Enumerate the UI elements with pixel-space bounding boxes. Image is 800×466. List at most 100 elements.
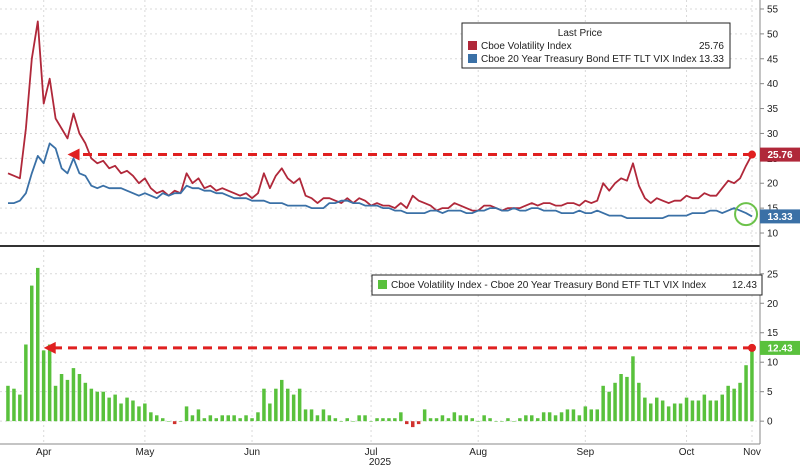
spread-bar — [345, 418, 349, 422]
series-line-vix — [7, 20, 753, 212]
spread-bar — [541, 412, 546, 422]
spread-bar — [65, 379, 70, 422]
spread-bar — [184, 406, 189, 422]
x-axis: Apr May Jun Jul Aug Sep Oct Nov 2025 — [0, 443, 761, 466]
spread-bar — [297, 388, 302, 422]
spread-bar — [452, 412, 457, 422]
spread-bar — [214, 418, 218, 422]
spread-bar — [428, 418, 433, 422]
spread-bar — [333, 418, 338, 422]
spread-bar — [71, 368, 76, 422]
spread-bar — [637, 382, 641, 422]
spread-bar — [41, 350, 46, 422]
spread-bar — [750, 347, 754, 422]
spread-bar — [250, 418, 254, 422]
legend-label-tyvix: Cboe 20 Year Treasury Bond ETF TLT VIX I… — [481, 54, 697, 65]
spread-bar — [143, 403, 147, 422]
spread-bar — [303, 409, 308, 422]
spread-bar — [416, 421, 421, 425]
spread-bar — [53, 385, 58, 422]
spread-bar — [655, 397, 659, 422]
spread-bar — [696, 400, 701, 422]
spread-bar — [155, 415, 159, 422]
spread-bar — [405, 421, 409, 425]
spread-bar — [113, 394, 117, 422]
spread-bar — [530, 415, 534, 422]
spread-bar — [339, 421, 343, 422]
top-y-tick-label: 45 — [767, 54, 779, 65]
spread-bar — [631, 356, 635, 422]
spread-bar — [506, 418, 510, 422]
spread-bar — [327, 415, 332, 422]
spread-bar — [309, 409, 314, 422]
spread-bar — [672, 403, 677, 422]
top-y-tick-label: 55 — [767, 4, 779, 15]
spread-bar — [178, 421, 183, 422]
spread-bar — [577, 415, 582, 422]
spread-bar — [422, 409, 427, 422]
top-y-tick-label: 50 — [767, 29, 779, 40]
x-tick-label: Apr — [36, 447, 52, 458]
top-panel-lines — [7, 20, 753, 219]
spread-bar — [131, 400, 135, 422]
spread-bar — [381, 418, 385, 422]
top-panel-gridlines — [0, 0, 760, 444]
spread-bar — [500, 421, 504, 422]
spread-bar — [89, 388, 94, 422]
spread-bar — [547, 412, 552, 422]
spread-bar — [268, 403, 272, 422]
last-value-tag-vix: 25.76 — [760, 147, 800, 162]
highlight-circle — [734, 202, 759, 227]
spread-bar — [274, 388, 278, 422]
spread-bar — [744, 365, 748, 422]
top-y-tick-label: 10 — [767, 229, 779, 240]
spread-bar — [125, 397, 129, 422]
x-tick-label: Aug — [469, 447, 487, 458]
spread-bar — [208, 415, 213, 422]
spread-bar — [238, 418, 242, 422]
top-y-tick-label: 40 — [767, 79, 779, 90]
spread-bar — [291, 394, 296, 422]
spread-bar — [571, 409, 576, 422]
spread-bar — [202, 418, 207, 422]
bottom-y-tick-label: 15 — [767, 328, 779, 339]
spread-bar — [24, 344, 28, 422]
spread-bar — [738, 382, 742, 422]
spread-bar — [666, 406, 671, 422]
bottom-y-tick-label: 0 — [767, 417, 773, 428]
spread-bar — [553, 415, 558, 422]
spread-bar — [172, 421, 177, 425]
spread-bar — [726, 385, 730, 422]
spread-bar — [458, 415, 463, 422]
spread-bar — [702, 394, 707, 422]
x-tick-label: Oct — [679, 447, 695, 458]
bottom-arrow-arrowhead — [43, 341, 56, 354]
spread-bar — [476, 421, 480, 422]
legend-swatch-spread — [378, 280, 387, 289]
legend-value-spread: 12.43 — [732, 280, 757, 291]
spread-bar — [369, 421, 373, 422]
spread-bar — [321, 409, 326, 422]
spread-bar — [583, 406, 588, 422]
spread-bar — [363, 415, 367, 422]
spread-bar — [196, 409, 201, 422]
spread-bar — [256, 412, 260, 422]
top-arrow-dot — [748, 150, 756, 159]
spread-bar — [351, 421, 355, 422]
spread-bar — [678, 403, 683, 422]
spread-bar — [107, 397, 111, 422]
bottom-y-tick-label: 20 — [767, 299, 779, 310]
spread-bar — [601, 385, 605, 422]
x-tick-label: Jul — [365, 447, 378, 458]
spread-bar — [536, 418, 540, 422]
spread-bar — [732, 388, 736, 422]
bottom-y-tick-label: 5 — [767, 387, 773, 398]
last-value-tag-spread: 12.43 — [760, 340, 800, 355]
top-y-tick-label: 15 — [767, 204, 779, 215]
legend-swatch-tyvix — [468, 54, 477, 63]
spread-bar — [161, 418, 165, 422]
spread-bar — [488, 418, 492, 422]
spread-bar — [464, 415, 468, 422]
spread-bar — [95, 391, 99, 422]
spread-bar — [36, 267, 40, 422]
